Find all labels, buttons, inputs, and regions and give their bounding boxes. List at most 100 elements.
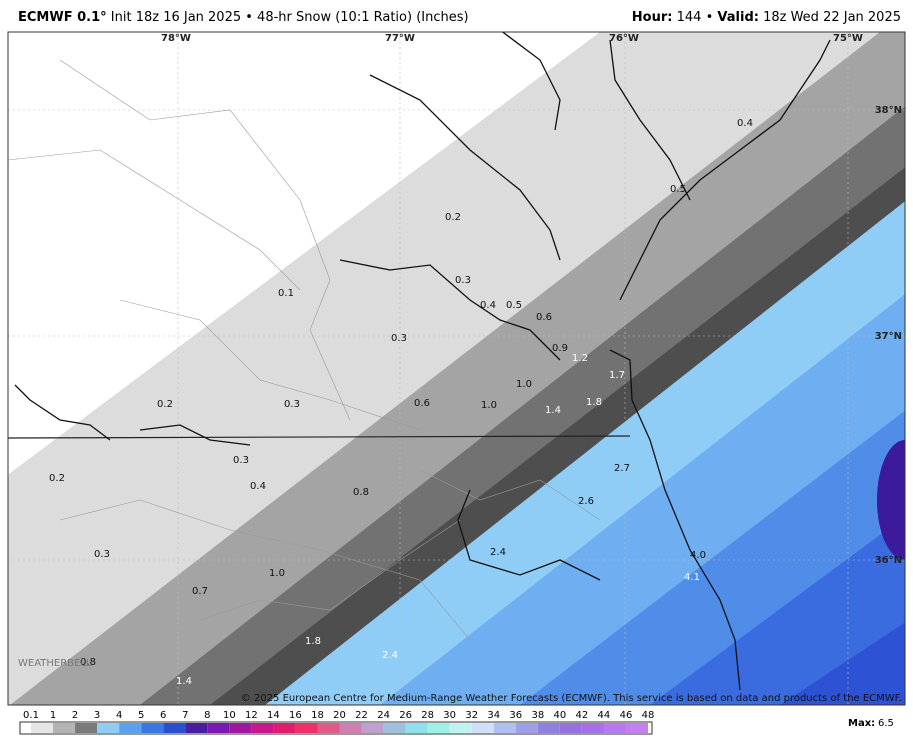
colorbar-label: 44: [598, 710, 611, 721]
swatch: [427, 723, 450, 733]
separator: •: [705, 10, 714, 25]
point-value: 0.3: [391, 333, 407, 344]
geography: [8, 32, 905, 705]
colorbar-label: 24: [377, 710, 390, 721]
colorbar-label: 34: [487, 710, 500, 721]
point-value: 0.5: [670, 184, 686, 195]
point-value: 1.4: [176, 676, 192, 687]
swatch: [405, 723, 428, 733]
point-value: 0.5: [506, 300, 522, 311]
colorbar-label: 16: [289, 710, 302, 721]
colorbar-label: 32: [465, 710, 478, 721]
swatch: [31, 723, 54, 733]
swatch: [383, 723, 406, 733]
point-value: 0.6: [414, 398, 430, 409]
colorbar-label: 28: [421, 710, 434, 721]
point-value: 0.7: [192, 586, 208, 597]
swatch: [559, 723, 582, 733]
model: ECMWF 0.1°: [18, 10, 107, 25]
point-value: 4.0: [690, 550, 706, 561]
colorbar-label: 7: [182, 710, 188, 721]
point-value: 1.4: [545, 405, 561, 416]
band: [650, 516, 905, 705]
swatch: [75, 723, 98, 733]
hour: 144: [676, 10, 702, 25]
colorbar-label: 36: [509, 710, 522, 721]
point-value: 1.2: [572, 353, 588, 364]
colorbar-label: 48: [642, 710, 655, 721]
header-left: ECMWF 0.1° Init 18z 16 Jan 2025 • 48-hr …: [18, 10, 469, 25]
band: [877, 440, 905, 560]
swatch: [97, 723, 120, 733]
swatch: [119, 723, 142, 733]
point-value: 0.8: [80, 657, 96, 668]
colorbar: 0.1 1 2 3 4 5 6 7 8 10 12 14 16 18 20 22 24 26 28 30 32 34 36 3…: [19, 710, 655, 735]
point-value: 1.8: [305, 636, 321, 647]
coastline: [14, 32, 831, 691]
swatch: [229, 723, 252, 733]
swatch: [449, 723, 472, 733]
colorbar-label: 10: [223, 710, 236, 721]
point-value: 1.8: [586, 397, 602, 408]
point-value: 0.3: [94, 549, 110, 560]
swatch: [537, 723, 560, 733]
point-value: 0.8: [353, 487, 369, 498]
point-value: 1.0: [516, 379, 532, 390]
swatch: [251, 723, 274, 733]
header-right: Hour: 144 • Valid: 18z Wed 22 Jan 2025: [632, 10, 901, 25]
snow-bands: [8, 32, 905, 705]
swatch: [273, 723, 296, 733]
colorbar-label: 42: [576, 710, 589, 721]
colorbar-label: 22: [355, 710, 368, 721]
description: Init 18z 16 Jan 2025 • 48-hr Snow (10:1 …: [110, 10, 469, 25]
colorbar-label: 46: [620, 710, 633, 721]
lon-label: 77°W: [385, 33, 415, 44]
point-value: 0.2: [445, 212, 461, 223]
swatch: [53, 723, 76, 733]
max-label: Max:: [848, 718, 875, 729]
colorbar-label: 5: [138, 710, 144, 721]
swatch: [471, 723, 494, 733]
lat-label: 37°N: [875, 331, 902, 342]
point-value: 0.2: [157, 399, 173, 410]
max-value: 6.5: [878, 718, 894, 729]
point-value: 1.7: [609, 370, 625, 381]
map-frame: [7, 31, 906, 706]
colorbar-label: 8: [204, 710, 210, 721]
colorbar-label: 40: [553, 710, 566, 721]
point-value: 1.0: [269, 568, 285, 579]
colorbar-label: 20: [333, 710, 346, 721]
colorbar-label: 1: [50, 710, 56, 721]
colorbar-label: 0.1: [23, 710, 39, 721]
colorbar-label: 2: [72, 710, 78, 721]
lon-label: 76°W: [609, 33, 639, 44]
point-value: 0.4: [737, 118, 753, 129]
swatch: [141, 723, 164, 733]
swatch: [207, 723, 230, 733]
colorbar-label: 4: [116, 710, 122, 721]
point-value: 1.0: [481, 400, 497, 411]
swatch: [185, 723, 208, 733]
hour-label: Hour:: [631, 10, 673, 25]
valid-label: Valid:: [717, 10, 759, 25]
point-value: 2.4: [382, 650, 398, 661]
colorbar-label: 26: [399, 710, 412, 721]
state-border: [8, 435, 631, 439]
point-value: 0.4: [480, 300, 496, 311]
valid: 18z Wed 22 Jan 2025: [763, 10, 901, 25]
colorbar-label: 38: [531, 710, 544, 721]
colorbar-label: 3: [94, 710, 100, 721]
point-value: 0.3: [455, 275, 471, 286]
band: [780, 622, 905, 705]
colorbar-label: 6: [160, 710, 166, 721]
graticule: [8, 32, 905, 705]
coordinate-labels: 78°W 77°W 76°W 75°W 38°N 37°N 36°N: [161, 33, 902, 566]
lon-label: 75°W: [833, 33, 863, 44]
credit: © 2025 European Centre for Medium-Range …: [241, 693, 902, 704]
point-value: 0.2: [49, 473, 65, 484]
lat-label: 36°N: [875, 555, 902, 566]
point-value: 2.7: [614, 463, 630, 474]
swatch: [339, 723, 362, 733]
